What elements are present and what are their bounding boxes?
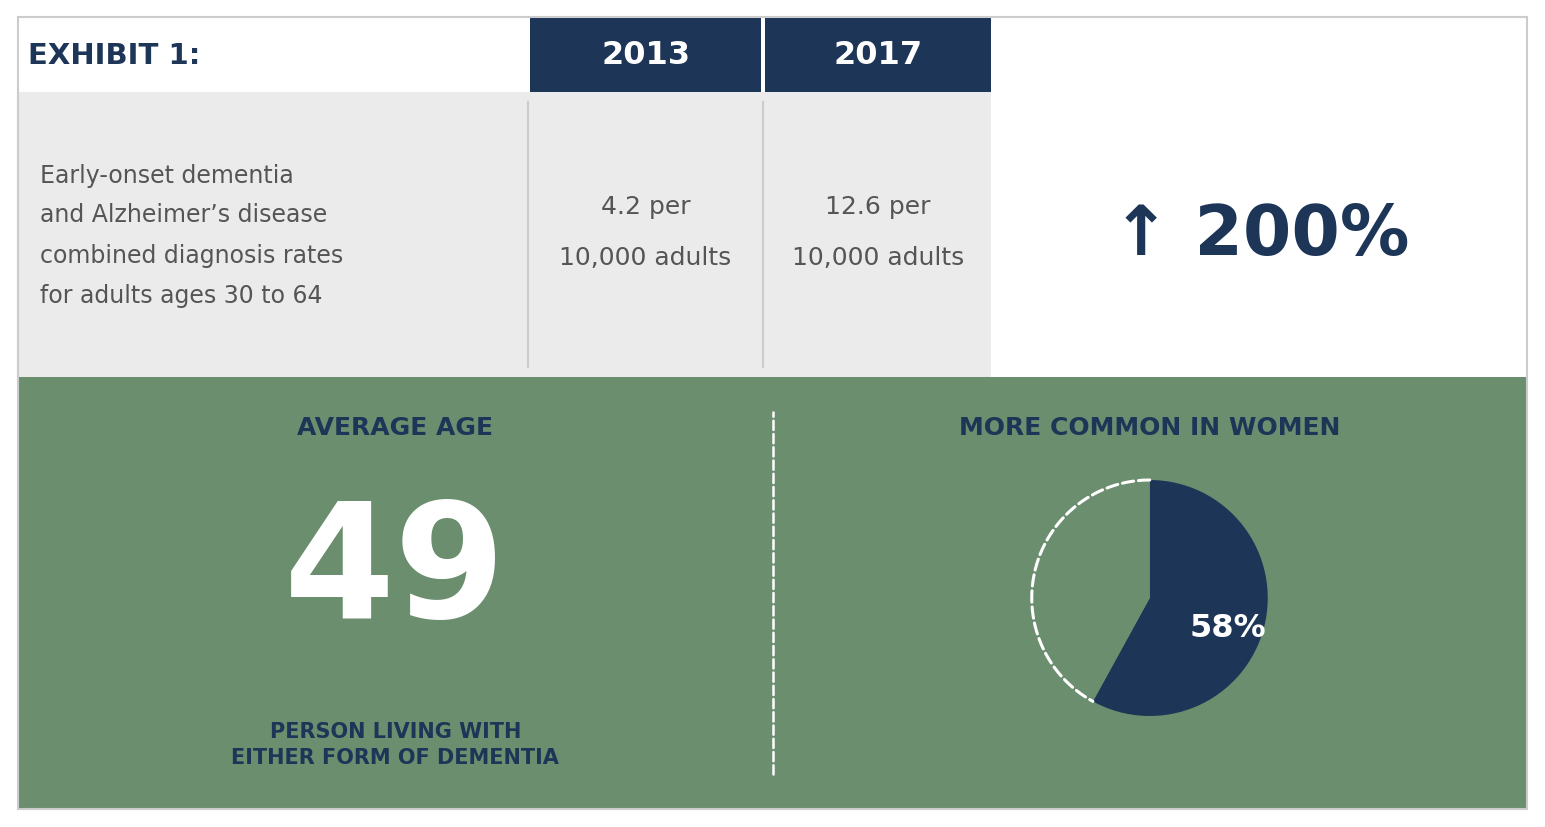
Text: for adults ages 30 to 64: for adults ages 30 to 64 [40, 283, 323, 307]
Text: AVERAGE AGE: AVERAGE AGE [297, 415, 493, 439]
Text: 2013: 2013 [601, 40, 691, 71]
Bar [19, 93, 990, 378]
Text: MORE COMMON IN WOMEN: MORE COMMON IN WOMEN [959, 415, 1341, 439]
Text: EITHER FORM OF DEMENTIA: EITHER FORM OF DEMENTIA [232, 747, 559, 767]
Bar [765, 18, 990, 93]
Bar [19, 18, 1526, 93]
Text: EXHIBIT 1:: EXHIBIT 1: [28, 41, 201, 69]
Text: ↑ 200%: ↑ 200% [1112, 202, 1409, 269]
Wedge shape [1092, 480, 1268, 716]
Text: 4.2 per: 4.2 per [601, 195, 691, 218]
Text: 10,000 adults: 10,000 adults [559, 246, 732, 270]
Text: and Alzheimer’s disease: and Alzheimer’s disease [40, 203, 328, 227]
Text: PERSON LIVING WITH: PERSON LIVING WITH [269, 721, 521, 741]
Text: 10,000 adults: 10,000 adults [793, 246, 964, 270]
Text: 2017: 2017 [833, 40, 922, 71]
Text: combined diagnosis rates: combined diagnosis rates [40, 243, 343, 267]
Text: Early-onset dementia: Early-onset dementia [40, 163, 294, 187]
Text: 49: 49 [284, 496, 507, 651]
Wedge shape [1032, 480, 1149, 701]
Bar [19, 378, 1526, 809]
Bar [530, 18, 762, 93]
Text: 58%: 58% [1190, 612, 1267, 643]
Text: 12.6 per: 12.6 per [825, 195, 930, 218]
